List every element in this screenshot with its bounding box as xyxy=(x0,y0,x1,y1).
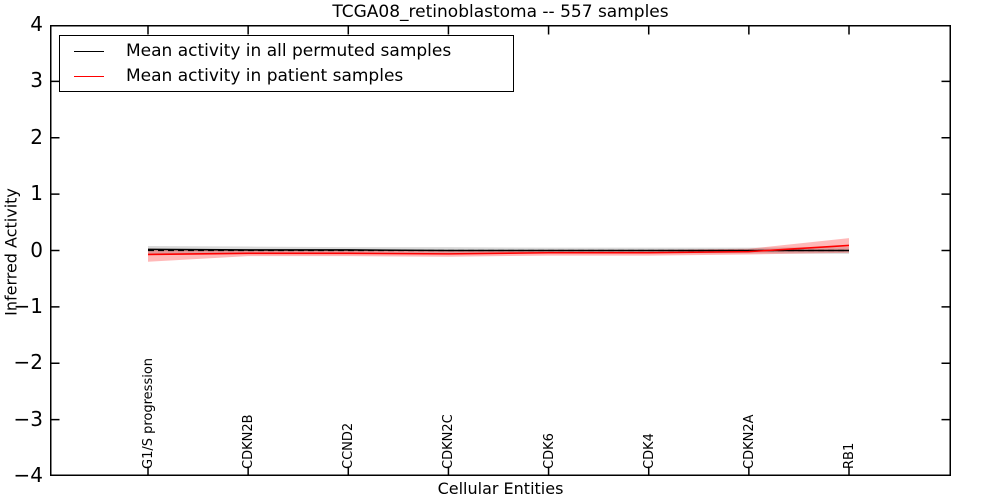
x-tick-label: CDK6 xyxy=(541,433,557,469)
y-tick-label: 3 xyxy=(30,68,43,93)
y-tick-label: 1 xyxy=(30,181,43,206)
legend-line-black-icon xyxy=(74,50,104,52)
plot-area xyxy=(50,25,951,476)
x-tick-label: CDK4 xyxy=(641,433,657,469)
patient-band xyxy=(148,238,849,262)
y-tick-label: 4 xyxy=(30,12,43,36)
chart-canvas xyxy=(50,25,951,476)
x-tick-label: CDKN2A xyxy=(741,414,757,469)
x-tick-label: CCND2 xyxy=(341,422,357,469)
x-tick-label: CDKN2C xyxy=(441,414,457,469)
y-tick-label: 2 xyxy=(30,124,43,149)
legend-line-red-icon xyxy=(74,75,104,77)
y-tick-label: 0 xyxy=(30,237,43,262)
y-tick-label: −1 xyxy=(13,293,43,318)
x-tick-label: CDKN2B xyxy=(241,414,257,469)
legend-item: Mean activity in patient samples xyxy=(60,66,513,86)
legend-item: Mean activity in all permuted samples xyxy=(60,41,513,61)
y-tick-label: −3 xyxy=(13,406,43,431)
chart-title: TCGA08_retinoblastoma -- 557 samples xyxy=(332,2,669,22)
patient-mean-line xyxy=(147,244,850,256)
legend-label: Mean activity in all permuted samples xyxy=(126,41,452,61)
x-tick-label: G1/S progression xyxy=(141,357,156,469)
y-tick-label: −2 xyxy=(13,350,43,375)
x-tick-label: RB1 xyxy=(842,442,857,469)
axes-border xyxy=(50,25,951,476)
legend: Mean activity in all permuted samples Me… xyxy=(59,35,514,92)
x-axis-label: Cellular Entities xyxy=(437,479,564,498)
legend-label: Mean activity in patient samples xyxy=(126,66,404,86)
y-tick-label: −4 xyxy=(13,463,43,487)
